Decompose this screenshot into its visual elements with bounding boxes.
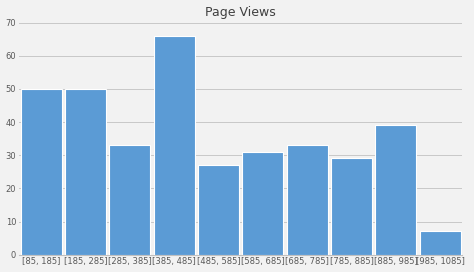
Bar — [21, 89, 62, 255]
Bar — [109, 145, 150, 255]
Bar — [420, 231, 461, 255]
Bar — [242, 152, 283, 255]
Title: Page Views: Page Views — [205, 5, 276, 18]
Bar — [198, 165, 239, 255]
Bar — [65, 89, 106, 255]
Bar — [154, 36, 194, 255]
Bar — [331, 159, 372, 255]
Bar — [287, 145, 328, 255]
Bar — [375, 125, 416, 255]
